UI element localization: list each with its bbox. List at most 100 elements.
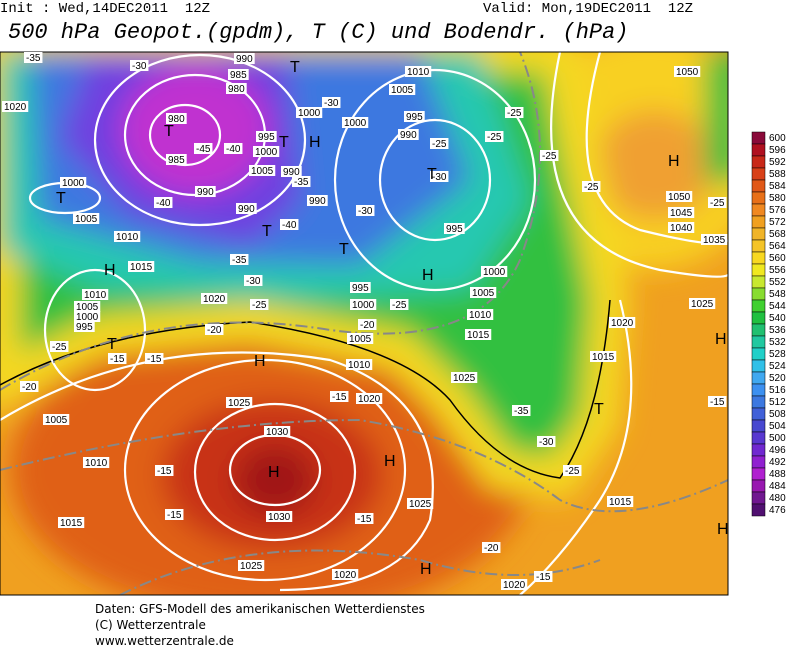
- isobar-label: 1020: [356, 393, 383, 405]
- label-background: [481, 266, 508, 277]
- colorbar-swatch: [751, 407, 766, 421]
- temperature-label-text: -35: [514, 406, 529, 417]
- colorbar-label: 540: [769, 313, 786, 324]
- colorbar-label: 592: [769, 157, 786, 168]
- isobar-label-text: 995: [446, 224, 463, 235]
- label-background: [607, 496, 634, 507]
- pressure-center: T: [427, 166, 437, 183]
- temperature-label-text: -15: [357, 514, 372, 525]
- temperature-label: -30: [356, 205, 375, 217]
- label-background: [238, 560, 265, 571]
- temperature-label: -25: [390, 299, 409, 311]
- isobar-label-text: 1025: [691, 299, 714, 310]
- temperature-label: -15: [330, 391, 349, 403]
- colorbar-label: 488: [769, 469, 786, 480]
- isobar-label: 1010: [114, 231, 141, 243]
- temperature-label-text: -15: [157, 466, 172, 477]
- temperature-label-text: -25: [542, 151, 557, 162]
- isobar-label: 1000: [60, 177, 87, 189]
- isobar-label-text: 1005: [45, 415, 68, 426]
- temperature-label-text: -20: [207, 325, 222, 336]
- label-background: [60, 177, 87, 188]
- temperature-label: -20: [482, 542, 501, 554]
- temperature-label: -35: [292, 176, 311, 188]
- colorbar-swatch: [751, 371, 766, 385]
- label-background: [482, 542, 501, 553]
- isobar-label-text: 1010: [348, 360, 371, 371]
- isobar-label-text: 1000: [352, 300, 375, 311]
- isobar-label: 1000: [296, 107, 323, 119]
- label-background: [250, 299, 269, 310]
- colorbar-label: 504: [769, 421, 786, 432]
- colorbar-label: 564: [769, 241, 786, 252]
- isobar-label: 1020: [501, 579, 528, 591]
- isobar-label-text: 1005: [76, 302, 99, 313]
- pressure-center: H: [717, 521, 729, 538]
- label-background: [194, 143, 213, 154]
- colorbar-swatch: [751, 419, 766, 433]
- isobar-label-text: 1015: [592, 352, 615, 363]
- isobar-label: 995: [350, 282, 371, 294]
- colorbar-swatch: [751, 323, 766, 337]
- label-background: [347, 333, 374, 344]
- label-background: [234, 53, 255, 64]
- temperature-label: -25: [563, 465, 582, 477]
- colorbar-swatch: [751, 299, 766, 313]
- colorbar-label: 532: [769, 337, 786, 348]
- temperature-label-text: -25: [710, 198, 725, 209]
- label-background: [236, 203, 257, 214]
- label-background: [332, 569, 359, 580]
- isobar-label: 990: [398, 129, 419, 141]
- colorbar-swatch: [751, 467, 766, 481]
- temperature-label-text: -25: [252, 300, 267, 311]
- isobar-label: 1025: [407, 498, 434, 510]
- isobar-label-text: 990: [283, 167, 300, 178]
- label-background: [205, 324, 224, 335]
- isobar-label: 1030: [264, 426, 291, 438]
- label-background: [24, 52, 43, 63]
- isobar-label-text: 985: [168, 155, 185, 166]
- isobar-label: 1015: [58, 517, 85, 529]
- label-background: [201, 293, 228, 304]
- label-background: [444, 223, 465, 234]
- pressure-center: H: [422, 267, 434, 284]
- label-background: [668, 207, 695, 218]
- isobar-label-text: 995: [76, 322, 93, 333]
- label-background: [563, 465, 582, 476]
- pressure-center: H: [268, 464, 280, 481]
- pressure-center: T: [164, 123, 174, 140]
- label-background: [451, 372, 478, 383]
- isobar-label: 995: [444, 223, 465, 235]
- isobar-label: 1010: [467, 309, 494, 321]
- label-background: [296, 107, 323, 118]
- label-background: [256, 131, 277, 142]
- label-background: [74, 321, 95, 332]
- label-background: [74, 311, 101, 322]
- colorbar-label: 524: [769, 361, 786, 372]
- isobar-label-text: 1020: [4, 102, 27, 113]
- isobar-label-text: 1025: [240, 561, 263, 572]
- isobar-label: 1005: [74, 301, 101, 313]
- colorbar-swatch: [751, 239, 766, 253]
- isobar-label-text: 1050: [676, 67, 699, 78]
- label-background: [2, 101, 29, 112]
- pressure-center: T: [339, 241, 349, 258]
- colorbar-swatch: [751, 347, 766, 361]
- footer-line: Daten: GFS-Modell des amerikanischen Wet…: [95, 602, 425, 616]
- temperature-label: -30: [537, 436, 556, 448]
- label-background: [356, 205, 375, 216]
- isobar-label-text: 1040: [670, 223, 693, 234]
- temperature-label-text: -25: [584, 182, 599, 193]
- label-background: [249, 165, 276, 176]
- label-background: [350, 282, 371, 293]
- isobar-label-text: 1000: [483, 267, 506, 278]
- label-background: [404, 111, 425, 122]
- pressure-center: H: [384, 453, 396, 470]
- isobar-label: 985: [228, 69, 249, 81]
- pressure-center: T: [262, 223, 272, 240]
- label-background: [356, 393, 383, 404]
- isobar-label: 1000: [342, 117, 369, 129]
- label-background: [244, 275, 263, 286]
- colorbar-label: 556: [769, 265, 786, 276]
